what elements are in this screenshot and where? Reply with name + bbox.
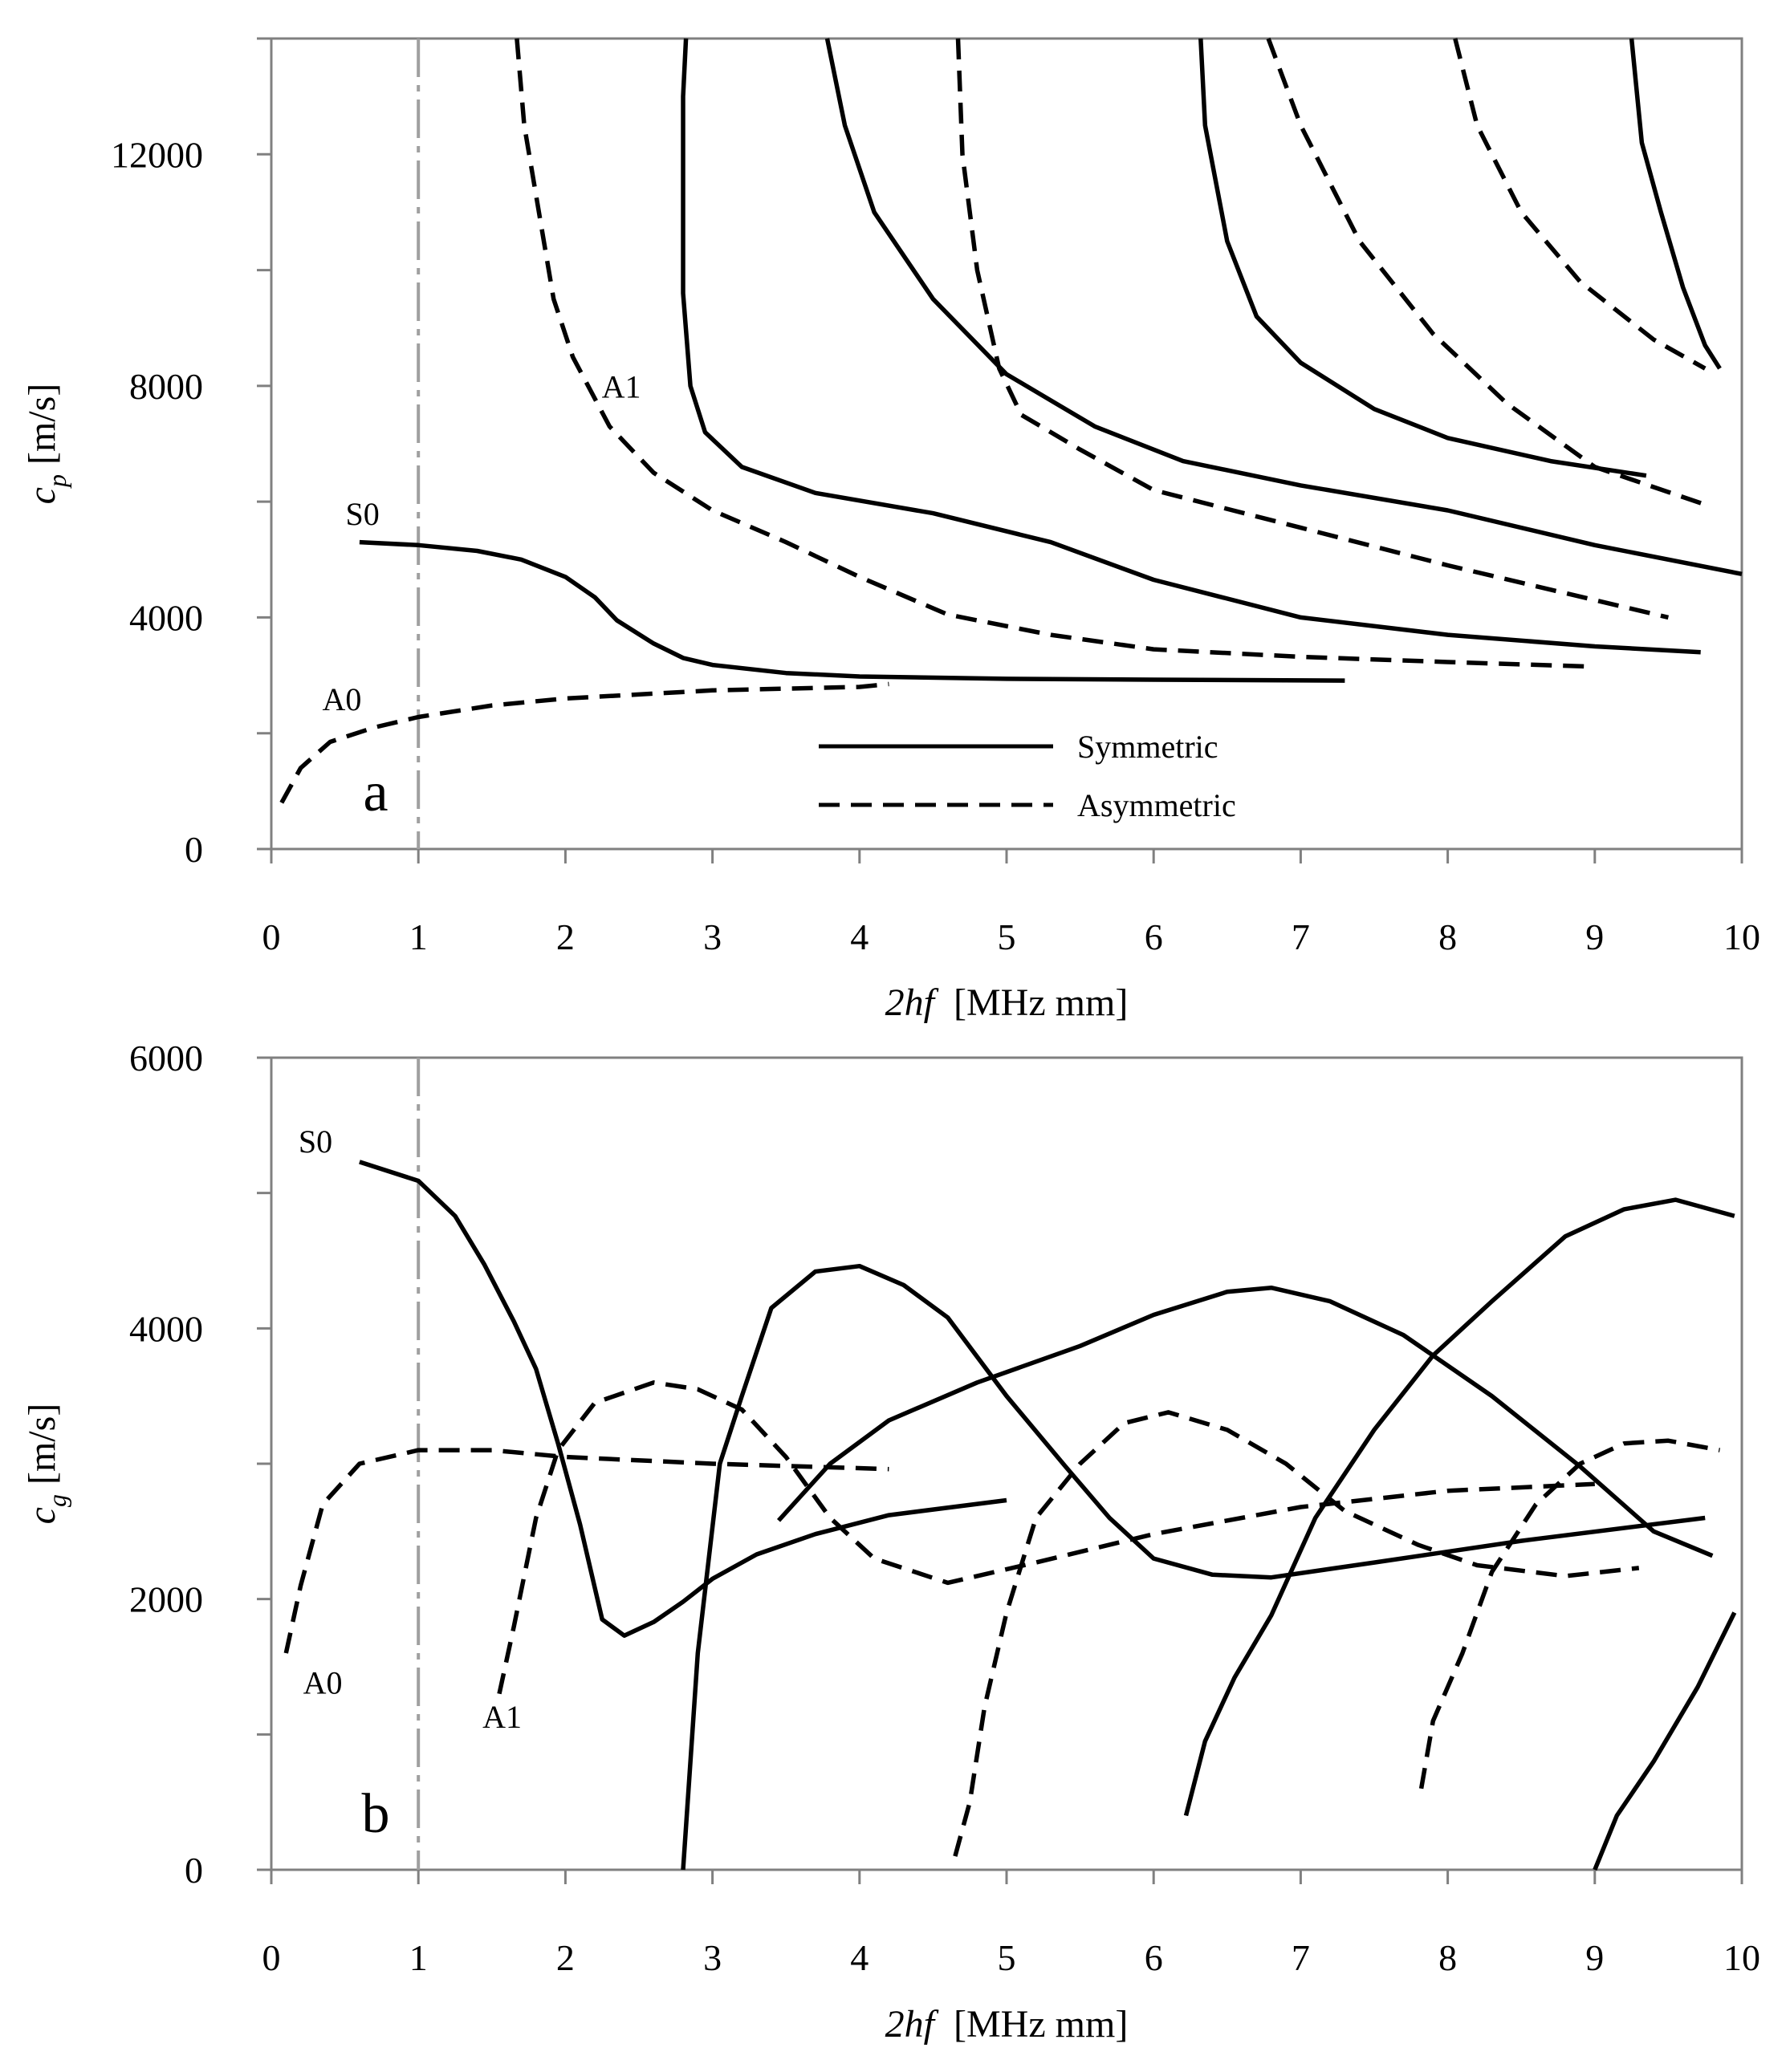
x-tick-label: 7 xyxy=(1292,916,1310,957)
series-a0-line xyxy=(279,681,889,804)
panel-a-phase-velocity: 0 1 2 3 4 5 6 7 8 9 10 0 4000 8000 12000 2hf [MHz mm] cp… xyxy=(21,37,1760,1024)
curve-label-a0: A0 xyxy=(322,681,361,717)
y-tick-label: 2000 xyxy=(129,1579,203,1620)
series-s2-line xyxy=(776,1285,1714,1558)
curve-label-s0: S0 xyxy=(299,1123,332,1160)
plot-frame xyxy=(270,1056,1743,1871)
legend-label-symmetric: Symmetric xyxy=(1077,729,1218,765)
series-s3-line xyxy=(1198,38,1647,478)
x-tick-label: 4 xyxy=(850,1937,869,1978)
x-tick-label: 3 xyxy=(703,1937,722,1978)
x-axis-label-symbol: 2hf xyxy=(885,2003,939,2046)
y-axis-label: cp [m/s] xyxy=(21,384,71,505)
curve-label-a0: A0 xyxy=(303,1665,343,1701)
series-a4-line xyxy=(1453,38,1707,371)
x-tick-label: 6 xyxy=(1145,1937,1163,1978)
series-s0-line xyxy=(359,539,1345,683)
series-s0-line xyxy=(359,1160,1007,1638)
y-axis-label: cg [m/s] xyxy=(21,1404,71,1525)
y-axis-label-symbol: c xyxy=(21,487,63,504)
y-axis-label-subscript: g xyxy=(43,1494,71,1507)
panel-letter: b xyxy=(362,1783,390,1845)
x-tick-label: 10 xyxy=(1723,1937,1760,1978)
series-s3-line xyxy=(1183,1197,1735,1817)
x-tick-label: 9 xyxy=(1585,916,1604,957)
x-tick-label: 4 xyxy=(850,916,869,957)
y-tick-label: 4000 xyxy=(129,1308,203,1349)
x-tick-label: 8 xyxy=(1438,1937,1457,1978)
x-axis-label: 2hf [MHz mm] xyxy=(885,981,1129,1024)
series-a2-line xyxy=(953,1410,1640,1857)
y-tick-label: 12000 xyxy=(111,134,203,175)
x-axis-label-unit: [MHz mm] xyxy=(934,2003,1128,2046)
series-a1-line xyxy=(515,38,1595,669)
curve-label-a1: A1 xyxy=(602,368,641,404)
plot-frame xyxy=(270,37,1743,851)
series-a2-line xyxy=(955,38,1670,620)
y-tick-label: 8000 xyxy=(129,366,203,407)
series-s1-line xyxy=(681,38,1701,655)
y-axis-label-subscript: p xyxy=(43,474,71,489)
x-tick-label: 5 xyxy=(998,916,1016,957)
y-tick-label: 0 xyxy=(185,829,203,870)
x-tick-label: 5 xyxy=(998,1937,1016,1978)
panel-letter: a xyxy=(363,762,388,823)
series-s2-line xyxy=(824,38,1743,576)
y-axis-label-unit: [m/s] xyxy=(21,1404,63,1494)
y-tick-label: 0 xyxy=(185,1850,203,1891)
series-a1-line xyxy=(497,1380,1595,1695)
x-tick-label: 2 xyxy=(556,1937,575,1978)
x-tick-label: 1 xyxy=(409,916,428,957)
x-axis-label-symbol: 2hf xyxy=(885,981,939,1024)
y-tick-label: 6000 xyxy=(129,1038,203,1079)
series-a3-line xyxy=(1418,1438,1720,1790)
x-tick-label: 1 xyxy=(409,1937,428,1978)
x-tick-label: 9 xyxy=(1585,1937,1604,1978)
curve-label-a1: A1 xyxy=(482,1699,522,1735)
legend-label-asymmetric: Asymmetric xyxy=(1077,787,1236,823)
series-a3-line xyxy=(1266,38,1707,507)
x-tick-label: 2 xyxy=(556,916,575,957)
y-axis-label-unit: [m/s] xyxy=(21,384,63,474)
series-s4-line xyxy=(1629,38,1722,370)
x-tick-label: 8 xyxy=(1438,916,1457,957)
x-axis-label-unit: [MHz mm] xyxy=(934,981,1128,1024)
y-tick-label: 4000 xyxy=(129,597,203,638)
x-tick-label: 10 xyxy=(1723,916,1760,957)
x-tick-label: 3 xyxy=(703,916,722,957)
series-a0-line xyxy=(283,1448,889,1654)
x-tick-label: 0 xyxy=(262,1937,281,1978)
legend: Symmetric Asymmetric xyxy=(819,729,1236,823)
y-axis-label-symbol: c xyxy=(21,1507,63,1524)
curve-label-s0: S0 xyxy=(345,496,379,532)
x-tick-label: 6 xyxy=(1145,916,1163,957)
x-tick-label: 0 xyxy=(262,916,281,957)
x-axis-label: 2hf [MHz mm] xyxy=(885,2003,1129,2046)
series-s4-line xyxy=(1593,1611,1737,1871)
x-tick-label: 7 xyxy=(1292,1937,1310,1978)
panel-b-group-velocity: 0 1 2 3 4 5 6 7 8 9 10 0 2000 4000 6000 2hf [MHz mm] cg … xyxy=(21,1038,1760,2046)
